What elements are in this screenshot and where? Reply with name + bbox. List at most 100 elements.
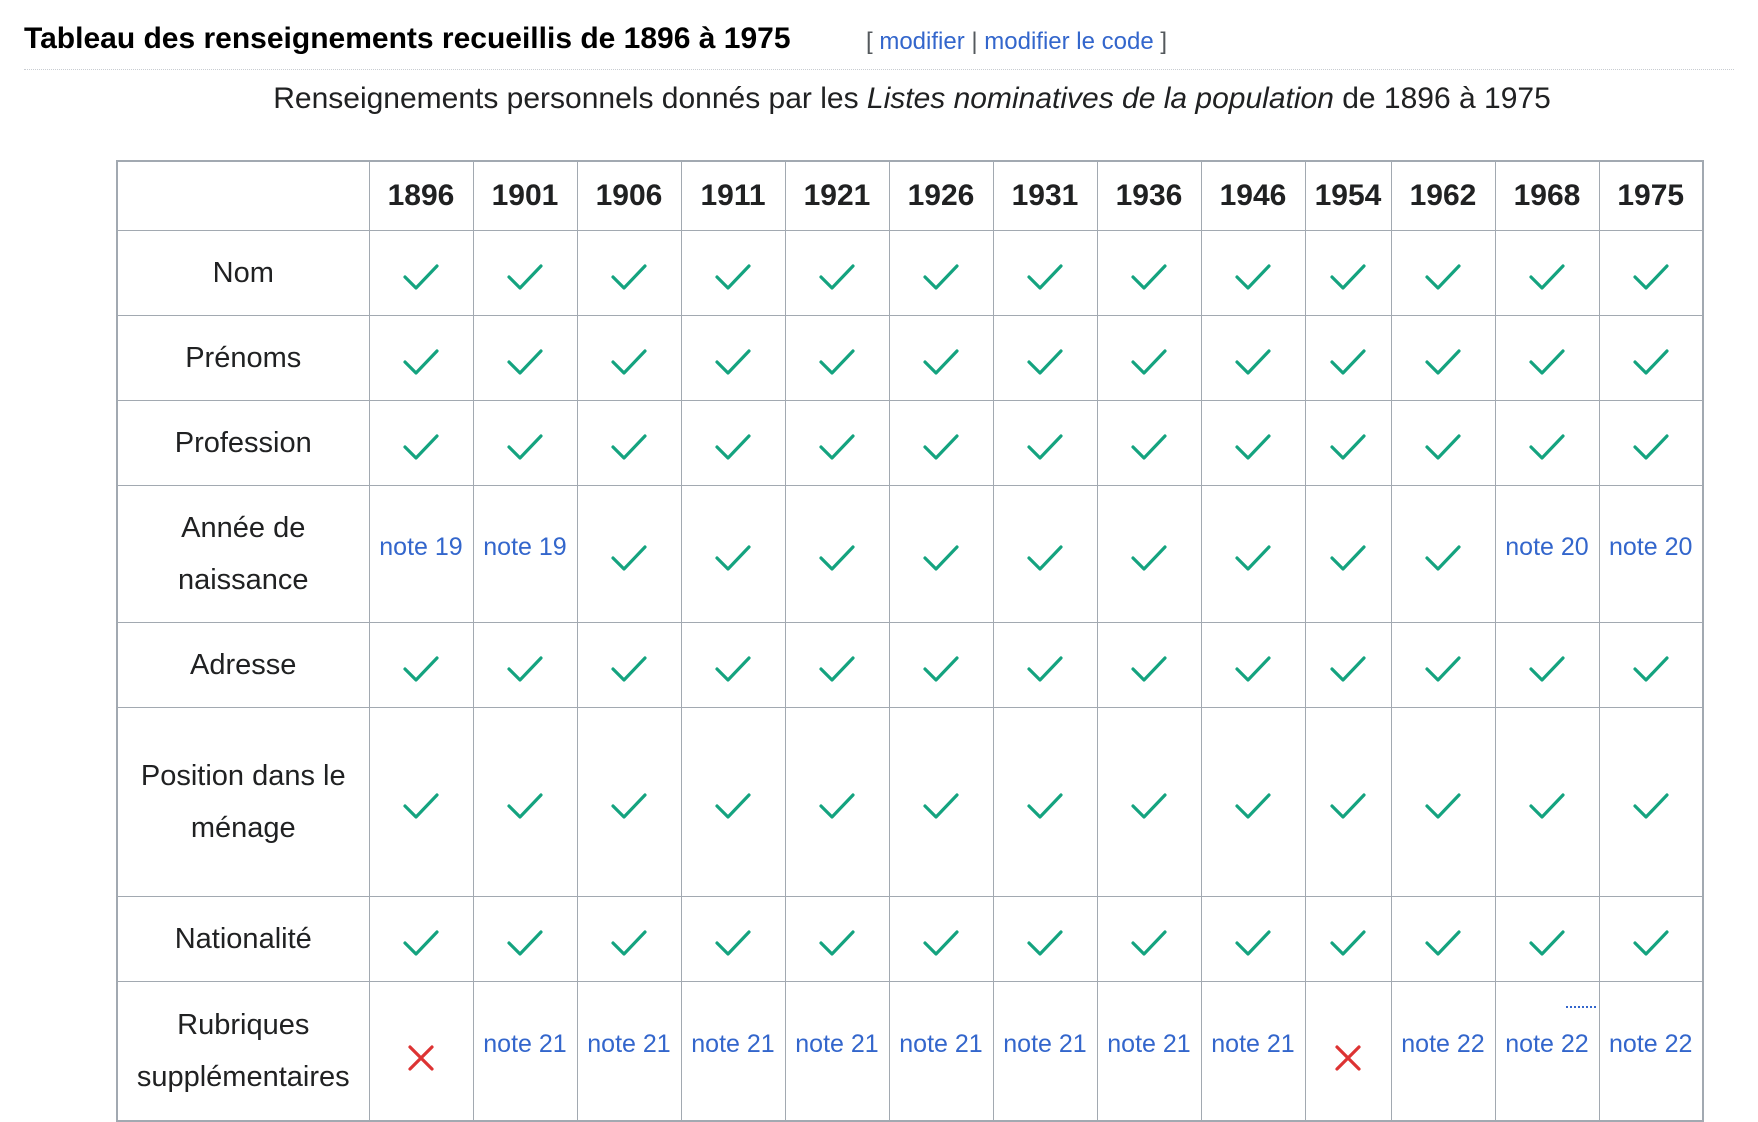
table-cell [576, 896, 682, 982]
table-cell [1494, 622, 1600, 708]
edit-links: [ modifier | modifier le code ] [866, 28, 1167, 56]
year-header-1954: 1954 [1304, 160, 1392, 231]
note-link[interactable]: note 21 [483, 1029, 567, 1058]
table-cell [1096, 622, 1202, 708]
table-cell: note 21 [1096, 981, 1202, 1122]
table-cell [472, 707, 578, 897]
check-icon [1392, 543, 1495, 573]
check-icon [1392, 928, 1495, 958]
check-icon [1202, 432, 1305, 462]
table-cell: note 21 [472, 981, 578, 1122]
note-link[interactable]: note 22 [1401, 1029, 1485, 1058]
note-link[interactable]: note 21 [795, 1029, 879, 1058]
table-cell [1390, 485, 1496, 623]
check-icon [1202, 791, 1305, 821]
table-cell [1494, 230, 1600, 316]
note-link[interactable]: note 19 [483, 532, 567, 561]
check-icon [1098, 543, 1201, 573]
table-cell: note 20 [1598, 485, 1704, 623]
table-cell [1096, 315, 1202, 401]
note-link[interactable]: note 21 [587, 1029, 671, 1058]
caption-italic: Listes nominatives de la population [866, 82, 1334, 115]
row-label: Prénoms [116, 315, 370, 401]
edit-link[interactable]: modifier [879, 28, 965, 55]
table-cell [1304, 315, 1392, 401]
table-cell [680, 896, 786, 982]
table-cell [680, 230, 786, 316]
check-icon [1600, 262, 1703, 292]
check-icon [786, 347, 889, 377]
note-link[interactable]: note 20 [1505, 532, 1589, 561]
note-link[interactable]: note 20 [1609, 532, 1693, 561]
check-icon [578, 928, 681, 958]
table-cell [784, 707, 890, 897]
check-icon [682, 543, 785, 573]
check-icon [1098, 262, 1201, 292]
table-row: Profession [116, 400, 1704, 486]
table-cell [1304, 707, 1392, 897]
table-cell [992, 622, 1098, 708]
year-header-1931: 1931 [992, 160, 1098, 231]
check-icon [474, 347, 577, 377]
check-icon [890, 543, 993, 573]
year-header-1975: 1975 [1598, 160, 1704, 231]
table-cell [472, 230, 578, 316]
note-link[interactable]: note 22 [1505, 1029, 1589, 1058]
table-cell [992, 230, 1098, 316]
table-cell [368, 622, 474, 708]
table-cell [1390, 896, 1496, 982]
note-link[interactable]: note 19 [379, 532, 463, 561]
check-icon [1496, 347, 1599, 377]
note-link[interactable]: note 21 [899, 1029, 983, 1058]
check-icon [994, 432, 1097, 462]
table-cell [680, 485, 786, 623]
check-icon [1202, 262, 1305, 292]
check-icon [1202, 347, 1305, 377]
year-header-1926: 1926 [888, 160, 994, 231]
note-link[interactable]: note 21 [1003, 1029, 1087, 1058]
check-icon [370, 928, 473, 958]
note-link[interactable]: note 21 [691, 1029, 775, 1058]
check-icon [1306, 347, 1391, 377]
table-cell [368, 230, 474, 316]
table-cell [1304, 622, 1392, 708]
table-cell [784, 622, 890, 708]
section-title: Tableau des renseignements recueillis de… [24, 22, 791, 55]
row-label: Année de naissance [116, 485, 370, 623]
edit-code-link[interactable]: modifier le code [984, 28, 1154, 55]
check-icon [578, 347, 681, 377]
check-icon [1392, 432, 1495, 462]
table-cell [1304, 230, 1392, 316]
check-icon [994, 543, 1097, 573]
row-label: Nom [116, 230, 370, 316]
year-header-1946: 1946 [1200, 160, 1306, 231]
check-icon [1306, 543, 1391, 573]
note-link[interactable]: note 21 [1107, 1029, 1191, 1058]
check-icon [890, 262, 993, 292]
check-icon [890, 791, 993, 821]
note-link[interactable]: note 21 [1211, 1029, 1295, 1058]
header-corner [116, 160, 370, 231]
check-icon [682, 432, 785, 462]
table-row: Adresse [116, 622, 1704, 708]
check-icon [370, 262, 473, 292]
table-cell [1304, 400, 1392, 486]
table-cell [576, 230, 682, 316]
check-icon [890, 347, 993, 377]
check-icon [1392, 262, 1495, 292]
check-icon [1306, 432, 1391, 462]
table-cell [1200, 707, 1306, 897]
table-cell [576, 485, 682, 623]
note-link[interactable]: note 22 [1609, 1029, 1693, 1058]
table-cell [1096, 485, 1202, 623]
row-label: Rubriques supplémentaires [116, 981, 370, 1122]
year-header-1901: 1901 [472, 160, 578, 231]
check-icon [1202, 543, 1305, 573]
bracket-close: ] [1160, 28, 1168, 55]
table-cell [1200, 315, 1306, 401]
table-cell [888, 485, 994, 623]
table-cell [784, 315, 890, 401]
table-cell [680, 707, 786, 897]
table-cell: note 19 [368, 485, 474, 623]
table-cell [1494, 896, 1600, 982]
